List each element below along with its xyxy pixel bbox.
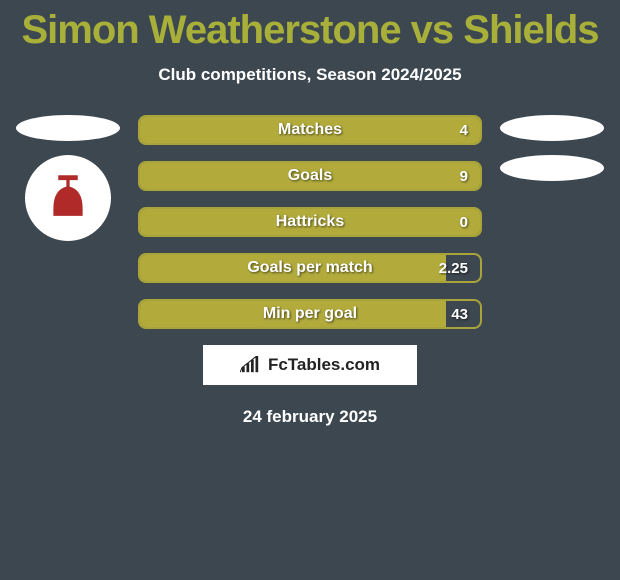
stat-value: 2.25 [439, 255, 468, 281]
tower-icon [42, 172, 94, 224]
stat-label: Goals per match [140, 255, 480, 281]
stat-label: Hattricks [140, 209, 480, 235]
stats-list: Matches 4 Goals 9 Hattricks 0 Goals per … [138, 115, 482, 329]
date-line: 24 february 2025 [0, 407, 620, 427]
stat-value: 9 [460, 163, 468, 189]
stat-row-goals: Goals 9 [138, 161, 482, 191]
comparison-panel: Matches 4 Goals 9 Hattricks 0 Goals per … [0, 115, 620, 427]
stat-value: 4 [460, 117, 468, 143]
left-player-column [8, 115, 128, 241]
left-player-badge [16, 115, 120, 141]
brand-box[interactable]: FcTables.com [203, 345, 417, 385]
stat-row-hattricks: Hattricks 0 [138, 207, 482, 237]
right-player-badge-2 [500, 155, 604, 181]
stat-row-goals-per-match: Goals per match 2.25 [138, 253, 482, 283]
bar-chart-icon [240, 356, 262, 374]
stat-row-matches: Matches 4 [138, 115, 482, 145]
stat-label: Matches [140, 117, 480, 143]
right-player-column [492, 115, 612, 195]
stat-label: Goals [140, 163, 480, 189]
subtitle: Club competitions, Season 2024/2025 [0, 65, 620, 85]
left-player-avatar [25, 155, 111, 241]
stat-value: 0 [460, 209, 468, 235]
stat-label: Min per goal [140, 301, 480, 327]
stat-value: 43 [451, 301, 468, 327]
brand-label: FcTables.com [240, 355, 380, 375]
brand-text: FcTables.com [268, 355, 380, 375]
page-title: Simon Weatherstone vs Shields [0, 0, 620, 53]
right-player-badge-1 [500, 115, 604, 141]
stat-row-min-per-goal: Min per goal 43 [138, 299, 482, 329]
